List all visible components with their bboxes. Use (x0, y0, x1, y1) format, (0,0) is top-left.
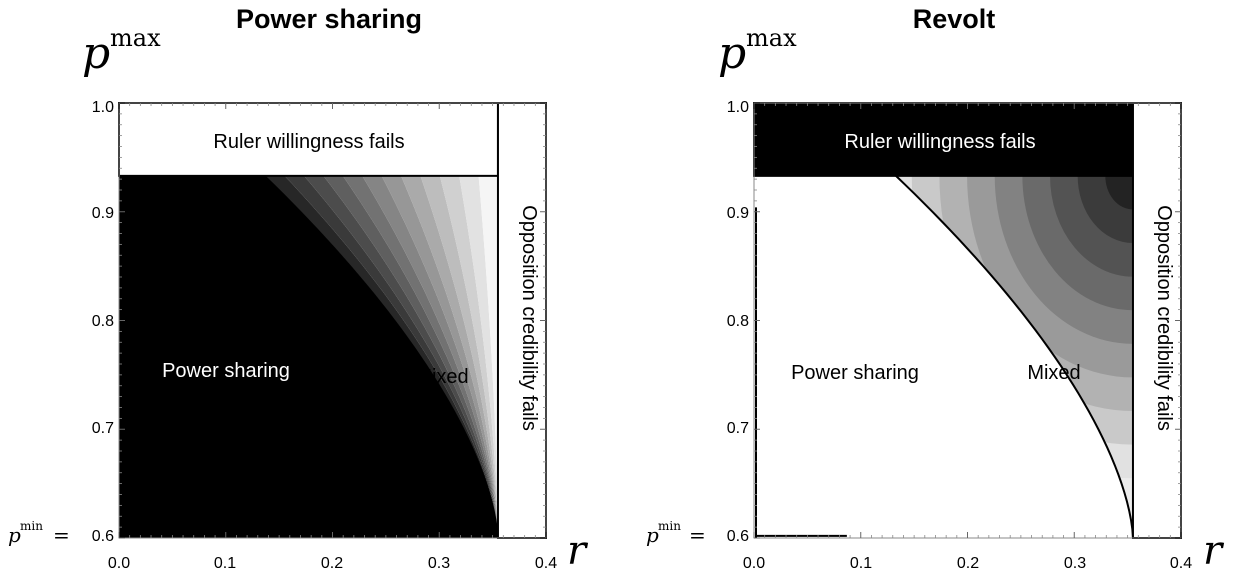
mixed-shade-band (478, 175, 498, 539)
y-tick-label: 0.9 (727, 205, 749, 222)
mixed-shade-band (439, 175, 498, 539)
x-tick-label: 0.3 (428, 555, 450, 572)
region-label-ruler-willingness: Ruler willingness fails (213, 131, 404, 153)
y-min-symbol: p (646, 523, 659, 547)
y-tick-label: 0.7 (727, 420, 749, 437)
regime-boundary-curve (895, 175, 1134, 539)
plot-area (753, 102, 1183, 539)
y-axis-superscript: max (110, 24, 161, 52)
y-axis-symbol: p (82, 28, 110, 79)
region-label-mixed: Mixed (1027, 362, 1080, 384)
y-min-superscript: min (20, 519, 43, 533)
x-tick-label: 0.4 (535, 555, 557, 572)
y-axis-symbol: p (718, 28, 746, 79)
x-tick-label: 0.4 (1170, 555, 1192, 572)
x-tick-label: 0.1 (214, 555, 236, 572)
y-tick-label: 1.0 (92, 99, 114, 116)
region-power-sharing (754, 175, 1133, 539)
mixed-shade-band (459, 175, 498, 539)
plot-area (118, 102, 547, 539)
x-tick-labels: 0.0 0.1 0.2 0.3 0.4 (743, 555, 1192, 572)
y-axis-superscript: max (746, 24, 797, 52)
region-label-opposition-credibility: Opposition credibility fails (1153, 205, 1175, 431)
x-tick-label: 0.1 (850, 555, 872, 572)
y-tick-label: 1.0 (727, 99, 749, 116)
y-tick-labels: 1.0 0.9 0.8 0.7 0.6 (727, 99, 749, 545)
x-tick-label: 0.0 (108, 555, 130, 572)
region-opposition-credibility (1131, 102, 1183, 539)
x-tick-label: 0.2 (321, 555, 343, 572)
y-tick-label: 0.7 (92, 420, 114, 437)
x-tick-label: 0.2 (957, 555, 979, 572)
x-axis-symbol: r (1203, 528, 1225, 574)
y-tick-label: 0.6 (92, 528, 114, 545)
region-label-power-sharing: Power sharing (791, 362, 919, 384)
regime-boundary-curve (264, 175, 499, 539)
x-axis-symbol: r (567, 528, 589, 574)
chart-title: Revolt (913, 4, 996, 34)
region-label-mixed: Mixed (415, 366, 468, 388)
x-tick-label: 0.3 (1064, 555, 1086, 572)
y-tick-label: 0.8 (92, 313, 114, 330)
region-label-ruler-willingness: Ruler willingness fails (844, 131, 1035, 153)
y-min-label: p min = (646, 519, 706, 547)
x-tick-label: 0.0 (743, 555, 765, 572)
panel-revolt: Revolt p max 1.0 0.9 0.8 0.7 0.6 p min =… (646, 4, 1225, 574)
chart-title: Power sharing (236, 4, 422, 34)
y-min-equals: = (689, 523, 706, 547)
region-label-power-sharing: Power sharing (162, 360, 290, 382)
y-tick-label: 0.9 (92, 205, 114, 222)
x-tick-labels: 0.0 0.1 0.2 0.3 0.4 (108, 555, 557, 572)
panel-power-sharing: Power sharing p max 1.0 0.9 0.8 0.7 0.6 … (8, 4, 589, 574)
mixed-shade-contour (1105, 175, 1133, 210)
y-tick-label: 0.6 (727, 528, 749, 545)
region-label-opposition-credibility: Opposition credibility fails (518, 205, 540, 431)
y-min-label: p min = (8, 519, 70, 547)
y-min-equals: = (53, 523, 70, 547)
region-opposition-credibility (496, 102, 547, 539)
region-ruler-willingness (118, 102, 499, 177)
y-tick-label: 0.8 (727, 313, 749, 330)
region-power-sharing (119, 175, 498, 539)
y-tick-labels: 1.0 0.9 0.8 0.7 0.6 (92, 99, 114, 545)
y-min-symbol: p (8, 523, 21, 547)
y-min-superscript: min (658, 519, 681, 533)
